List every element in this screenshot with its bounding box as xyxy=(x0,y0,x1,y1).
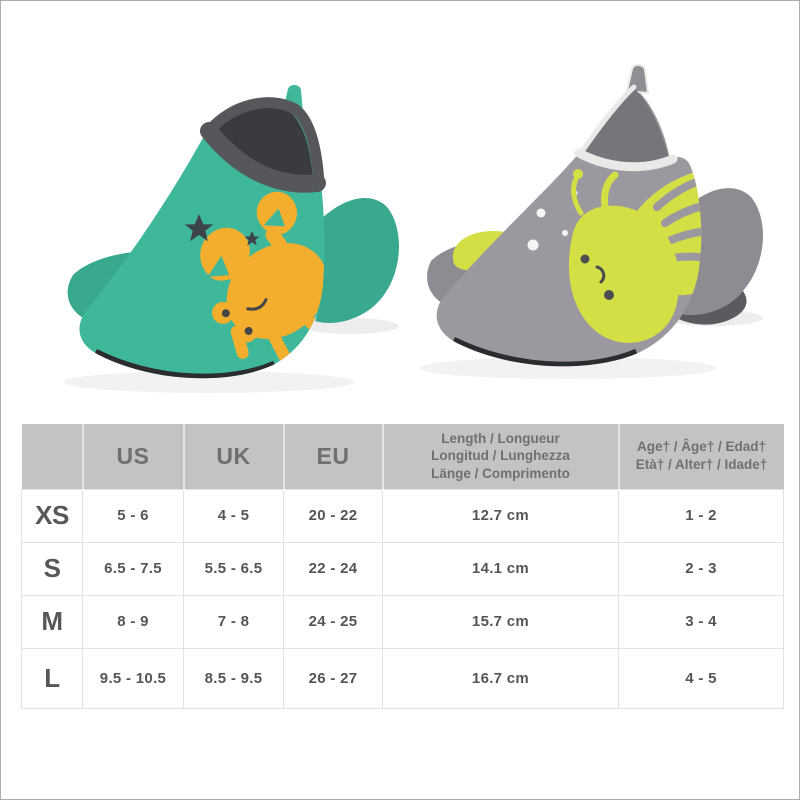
header-length: Length / Longueur Longitud / Lunghezza L… xyxy=(382,424,620,489)
size-row-L: L 9.5 - 10.5 8.5 - 9.5 26 - 27 16.7 cm 4 - 5 xyxy=(21,647,784,709)
back-heel-sole xyxy=(675,291,747,325)
crab-smile xyxy=(246,298,268,311)
size-row-S: S 6.5 - 7.5 5.5 - 6.5 22 - 24 14.1 cm 2 - 3 xyxy=(21,541,784,596)
grey-squid-shoe-illustration xyxy=(420,64,763,379)
cell-eu: 24 - 25 xyxy=(283,594,383,649)
star-icon xyxy=(184,214,214,242)
cell-eu: 22 - 24 xyxy=(283,541,383,596)
cell-uk: 4 - 5 xyxy=(183,488,284,543)
crab-leg xyxy=(268,331,292,365)
collar-rim xyxy=(203,97,325,189)
collar-interior xyxy=(211,107,313,181)
header-us: US xyxy=(82,424,185,489)
cell-age: 4 - 5 xyxy=(618,647,784,709)
header-age: Age† / Âge† / Edad† Età† / Alter† / Idad… xyxy=(635,439,768,473)
claw-notch xyxy=(263,208,285,227)
squid-spot xyxy=(604,290,614,300)
squid-antenna xyxy=(571,174,584,216)
cell-length: 12.7 cm xyxy=(382,488,619,543)
grey-squid-shoe-photo xyxy=(413,61,768,396)
product-photos xyxy=(1,1,799,421)
tentacle-gap xyxy=(661,199,702,227)
cell-uk: 8.5 - 9.5 xyxy=(183,647,284,709)
cell-age: 1 - 2 xyxy=(618,488,784,543)
bubble xyxy=(536,208,546,218)
cell-us: 8 - 9 xyxy=(82,594,184,649)
collar-trim-band xyxy=(574,148,678,172)
cell-length: 16.7 cm xyxy=(382,647,619,709)
back-shoe-heel xyxy=(315,197,399,323)
bubble xyxy=(527,239,539,251)
tentacle-gap xyxy=(665,227,702,245)
cell-us: 5 - 6 xyxy=(82,488,184,543)
cell-age: 2 - 3 xyxy=(618,541,784,596)
front-sole xyxy=(450,336,639,367)
crab-claw-icon xyxy=(200,227,250,281)
size-label: L xyxy=(21,647,83,709)
cell-eu: 20 - 22 xyxy=(283,488,383,543)
table-header-row: US UK EU Length / Longueur Longitud / Lu… xyxy=(21,424,784,489)
size-label: S xyxy=(21,541,83,596)
cell-age: 3 - 4 xyxy=(618,594,784,649)
crab-arm xyxy=(265,227,287,252)
crab-leg xyxy=(230,325,249,359)
squid-mouth xyxy=(595,265,606,284)
cell-uk: 7 - 8 xyxy=(183,594,284,649)
header-uk: UK xyxy=(183,424,285,489)
cell-eu: 26 - 27 xyxy=(283,647,383,709)
teal-crab-shoe-illustration xyxy=(64,84,399,393)
crab-body xyxy=(226,242,325,340)
shoe-shadow xyxy=(64,371,354,393)
size-chart-table: US UK EU Length / Longueur Longitud / Lu… xyxy=(21,424,784,709)
shoe-shadow xyxy=(420,357,716,379)
squid-antenna xyxy=(601,171,619,211)
squid-antenna-tip xyxy=(573,169,583,179)
collar-band xyxy=(200,122,326,193)
header-eu: EU xyxy=(283,424,384,489)
crab-eye xyxy=(221,309,230,318)
header-corner-cell xyxy=(21,424,84,489)
size-label: M xyxy=(21,594,83,649)
claw-notch xyxy=(207,255,230,277)
cell-us: 9.5 - 10.5 xyxy=(82,647,184,709)
star-icon xyxy=(244,231,260,246)
collar-trim-rim xyxy=(578,84,637,156)
collar-interior xyxy=(583,89,669,165)
squid-eye xyxy=(580,254,590,264)
teal-crab-shoe-photo xyxy=(59,79,404,409)
squid-motif xyxy=(568,166,702,343)
bubble xyxy=(562,230,568,236)
cell-length: 14.1 cm xyxy=(382,541,619,596)
cell-uk: 5.5 - 6.5 xyxy=(183,541,284,596)
squid-head xyxy=(568,205,680,343)
crab-motif xyxy=(200,191,325,365)
cell-length: 15.7 cm xyxy=(382,594,619,649)
cell-us: 6.5 - 7.5 xyxy=(82,541,184,596)
crab-eye xyxy=(244,326,253,335)
size-label: XS xyxy=(21,488,83,543)
